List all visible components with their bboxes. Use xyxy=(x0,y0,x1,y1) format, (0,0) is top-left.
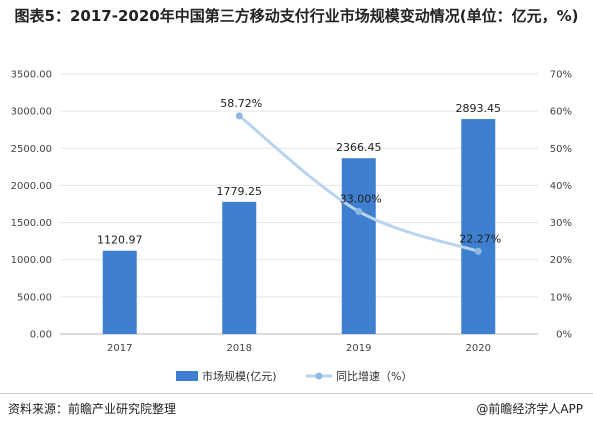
y2-tick-label: 50% xyxy=(550,144,572,155)
bar xyxy=(102,250,137,334)
legend: 市场规模(亿元) 同比增速（%） xyxy=(176,369,412,383)
x-tick-label: 2017 xyxy=(107,343,132,354)
y2-tick-label: 70% xyxy=(550,70,572,81)
y2-tick-label: 60% xyxy=(550,107,572,118)
bar-value-label: 2893.45 xyxy=(456,102,502,115)
y-axis-left: 0.00 500.00 1000.00 1500.00 2000.00 2500.00 30… xyxy=(11,70,52,341)
y-tick-label: 0.00 xyxy=(30,330,52,341)
legend-label-bar: 市场规模(亿元) xyxy=(202,369,277,383)
line-point xyxy=(355,207,363,215)
y2-tick-label: 0% xyxy=(556,330,572,341)
bar xyxy=(341,158,376,334)
line-value-label: 58.72% xyxy=(220,97,262,110)
bar xyxy=(222,201,257,334)
data-labels: 1120.97 1779.25 2366.45 2893.45 58.72% 33.00%… xyxy=(97,97,501,247)
brand-credit: @前瞻经济学人APP xyxy=(476,402,583,416)
y-axis-right: 0% 10% 20% 30% 40% 50% 60% 70% xyxy=(550,70,572,341)
line-series xyxy=(235,112,482,255)
x-tick-label: 2018 xyxy=(227,343,252,354)
line-value-label: 33.00% xyxy=(340,192,382,205)
bar-value-label: 1120.97 xyxy=(97,234,143,247)
y2-tick-label: 40% xyxy=(550,181,572,192)
y-tick-label: 1500.00 xyxy=(11,218,52,229)
bar xyxy=(461,119,496,334)
footer-divider xyxy=(0,393,593,394)
line-point xyxy=(235,112,243,120)
y-tick-label: 1000.00 xyxy=(11,255,52,266)
legend-label-line: 同比增速（%） xyxy=(336,369,412,383)
line-value-label: 22.27% xyxy=(459,232,501,245)
y-tick-label: 2000.00 xyxy=(11,181,52,192)
y2-tick-label: 20% xyxy=(550,255,572,266)
bar-value-label: 2366.45 xyxy=(336,141,382,154)
bar-value-label: 1779.25 xyxy=(217,185,263,198)
chart-title: 图表5：2017-2020年中国第三方移动支付行业市场规模变动情况(单位：亿元，… xyxy=(14,7,579,25)
y2-tick-label: 10% xyxy=(550,292,572,303)
legend-swatch-bar xyxy=(176,371,198,381)
bar-series xyxy=(102,119,496,334)
x-tick-label: 2020 xyxy=(466,343,491,354)
grid xyxy=(60,73,538,335)
y2-tick-label: 30% xyxy=(550,218,572,229)
y-tick-label: 3500.00 xyxy=(11,70,52,81)
source-note: 资料来源：前瞻产业研究院整理 xyxy=(8,402,177,416)
x-tick-label: 2019 xyxy=(346,343,371,354)
line-point xyxy=(474,247,482,255)
y-tick-label: 500.00 xyxy=(17,292,52,303)
y-tick-label: 2500.00 xyxy=(11,144,52,155)
y-tick-label: 3000.00 xyxy=(11,107,52,118)
x-axis: 2017 2018 2019 2020 xyxy=(107,343,491,354)
legend-swatch-point xyxy=(315,372,323,380)
